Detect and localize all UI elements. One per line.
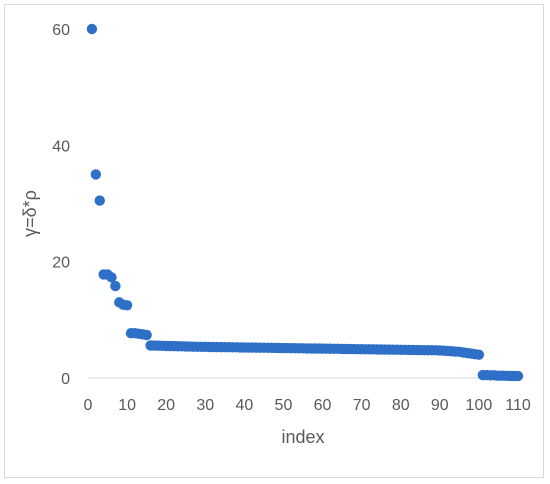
data-point: [106, 272, 117, 283]
data-points: [86, 23, 524, 382]
x-tick-label: 70: [353, 397, 371, 414]
y-axis-ticks: 0 20 40 60: [52, 22, 70, 388]
data-point: [110, 280, 121, 292]
x-axis-title: index: [281, 427, 324, 447]
y-tick-label: 40: [52, 138, 70, 155]
chart-frame: [4, 4, 544, 478]
x-axis-ticks: 0 10 20 30 40 50 60 70 80 90 100 110: [84, 397, 531, 414]
data-point: [90, 169, 102, 180]
x-tick-label: 90: [431, 397, 449, 414]
x-tick-label: 80: [392, 397, 410, 414]
y-tick-label: 60: [52, 22, 70, 39]
x-tick-label: 10: [118, 397, 136, 414]
x-tick-label: 30: [196, 397, 214, 414]
x-tick-label: 20: [157, 397, 175, 414]
data-point: [86, 23, 98, 35]
y-axis-title: γ=δ*ρ: [20, 190, 40, 237]
x-tick-label: 0: [84, 397, 93, 414]
data-point: [94, 195, 105, 206]
x-tick-label: 60: [314, 397, 332, 414]
x-tick-label: 50: [275, 397, 293, 414]
y-tick-label: 20: [52, 255, 70, 272]
data-point: [473, 349, 485, 360]
x-tick-label: 100: [466, 397, 493, 414]
y-tick-label: 0: [61, 371, 70, 388]
data-point: [121, 300, 133, 311]
data-point: [141, 329, 152, 341]
x-tick-label: 110: [505, 397, 531, 414]
data-point: [512, 370, 524, 382]
x-tick-label: 40: [235, 397, 253, 414]
